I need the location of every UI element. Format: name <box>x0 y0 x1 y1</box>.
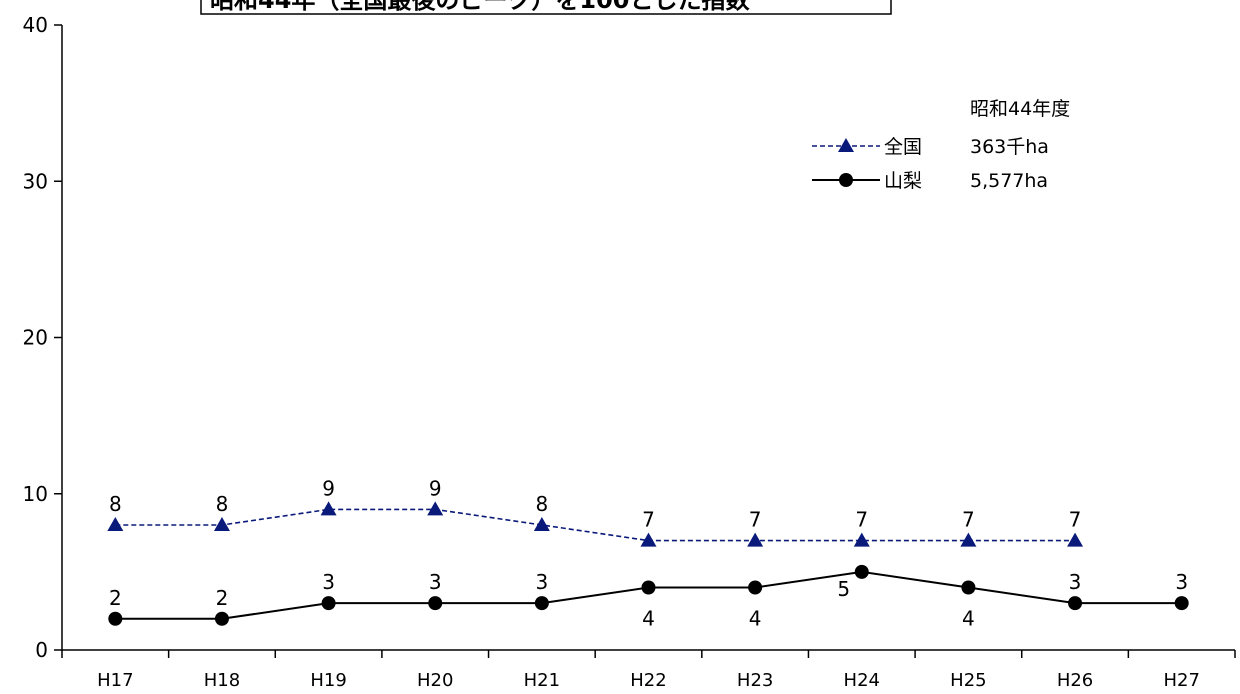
data-point-circle <box>534 596 549 611</box>
data-point-triangle <box>853 532 870 547</box>
data-label: 4 <box>749 607 762 631</box>
x-tick-label: H26 <box>1057 670 1093 691</box>
data-label: 7 <box>855 508 868 532</box>
data-label: 2 <box>109 586 122 610</box>
x-tick-label: H23 <box>737 670 773 691</box>
data-point-circle <box>748 580 763 595</box>
data-labels: 8 8 9 9 8 7 7 7 7 7 2 2 3 3 3 4 4 5 4 3 3 <box>109 476 1188 630</box>
data-point-circle <box>641 580 656 595</box>
data-point-circle <box>214 611 229 626</box>
data-label: 8 <box>535 492 548 516</box>
legend-label-yamanashi: 山梨 <box>884 170 922 192</box>
y-tick-label: 40 <box>23 13 48 37</box>
data-label: 8 <box>109 492 122 516</box>
data-label: 4 <box>642 607 655 631</box>
data-label: 5 <box>837 577 850 601</box>
data-point-circle <box>854 564 869 579</box>
data-point-triangle <box>533 517 550 531</box>
x-tick-label: H25 <box>950 670 986 691</box>
x-tick-label: H27 <box>1163 670 1199 691</box>
data-label: 3 <box>429 570 442 594</box>
data-label: 7 <box>642 508 655 532</box>
data-point-circle <box>1174 596 1189 611</box>
axes: 0 10 20 30 40 H17 H18 H19 H20 H21 H22 H23 H24 H25 H26 H… <box>23 13 1236 691</box>
data-point-triangle <box>107 517 124 531</box>
x-tick-label: H22 <box>630 670 666 691</box>
y-tick-label: 30 <box>23 169 48 193</box>
x-tick-label: H17 <box>97 670 133 691</box>
chart-title: 昭和44年（全国最後のピーク）を100とした指数 <box>210 0 750 14</box>
data-label: 3 <box>535 570 548 594</box>
data-point-triangle <box>320 501 337 516</box>
data-label: 4 <box>962 607 975 631</box>
data-label: 3 <box>1069 570 1082 594</box>
data-label: 9 <box>429 476 442 500</box>
data-point-triangle <box>427 501 444 516</box>
data-label: 3 <box>322 570 335 594</box>
data-point-triangle <box>960 532 977 547</box>
data-point-circle <box>428 596 443 611</box>
series-layer <box>107 501 1189 626</box>
legend-value-zenkoku: 363千ha <box>970 136 1049 158</box>
legend: 昭和44年度 全国 363千ha 山梨 5,577ha <box>812 98 1070 192</box>
data-point-triangle <box>213 517 230 531</box>
data-point-triangle <box>640 532 657 547</box>
title-box <box>200 0 892 15</box>
series-line-zenkoku <box>115 508 1075 542</box>
data-point-circle <box>961 580 976 595</box>
legend-label-zenkoku: 全国 <box>884 136 922 158</box>
legend-circle-icon <box>839 173 853 187</box>
legend-triangle-icon <box>838 138 854 152</box>
data-label: 8 <box>216 492 229 516</box>
data-point-circle <box>108 611 123 626</box>
data-label: 7 <box>749 508 762 532</box>
legend-header: 昭和44年度 <box>970 98 1070 120</box>
y-tick-label: 20 <box>23 326 48 350</box>
legend-value-yamanashi: 5,577ha <box>970 170 1048 192</box>
data-label: 3 <box>1175 570 1188 594</box>
data-label: 9 <box>322 476 335 500</box>
x-tick-label: H19 <box>310 670 346 691</box>
data-point-triangle <box>1067 532 1084 547</box>
data-point-triangle <box>747 532 764 547</box>
x-tick-label: H18 <box>204 670 240 691</box>
data-point-circle <box>321 596 336 611</box>
data-label: 2 <box>216 586 229 610</box>
y-tick-label: 10 <box>23 482 48 506</box>
y-tick-label: 0 <box>35 638 48 662</box>
x-tick-label: H24 <box>844 670 880 691</box>
data-point-circle <box>1068 596 1083 611</box>
x-tick-label: H21 <box>524 670 560 691</box>
data-label: 7 <box>962 508 975 532</box>
x-tick-label: H20 <box>417 670 453 691</box>
data-label: 7 <box>1069 508 1082 532</box>
